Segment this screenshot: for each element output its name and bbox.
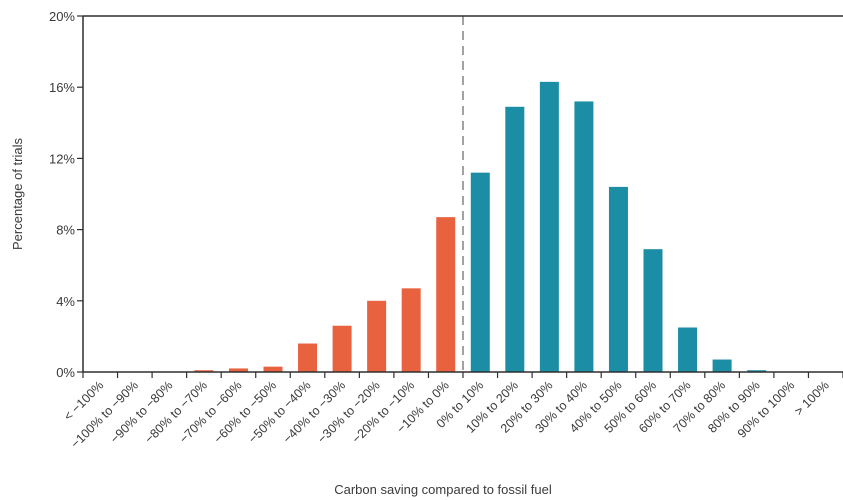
- bar: [263, 366, 283, 372]
- y-axis-ticks: 0% 4% 8% 12% 16% 20%: [49, 9, 83, 380]
- bar: [436, 217, 456, 372]
- bar: [643, 249, 663, 372]
- bar: [194, 370, 214, 372]
- y-tick-label: 0%: [56, 365, 75, 380]
- x-axis-title: Carbon saving compared to fossil fuel: [334, 482, 552, 497]
- x-axis-ticks: < −100%−100% to −90%−90% to −80%−80% to …: [61, 372, 843, 451]
- bar: [539, 81, 559, 373]
- y-tick-label: 12%: [49, 151, 75, 166]
- bar: [332, 325, 352, 372]
- bar: [401, 288, 421, 372]
- bar: [470, 172, 490, 372]
- bar: [367, 300, 387, 372]
- bar: [228, 368, 248, 372]
- bar: [574, 101, 594, 372]
- bar: [608, 186, 628, 372]
- x-tick-label: > 100%: [792, 378, 832, 418]
- bars: [194, 81, 767, 373]
- bar: [678, 327, 698, 372]
- y-tick-label: 8%: [56, 223, 75, 238]
- bar: [712, 359, 732, 372]
- bar: [747, 370, 767, 372]
- y-axis-title: Percentage of trials: [10, 138, 25, 251]
- bar: [505, 106, 525, 372]
- y-tick-label: 20%: [49, 9, 75, 24]
- bar: [298, 343, 318, 372]
- y-tick-label: 16%: [49, 80, 75, 95]
- y-tick-label: 4%: [56, 294, 75, 309]
